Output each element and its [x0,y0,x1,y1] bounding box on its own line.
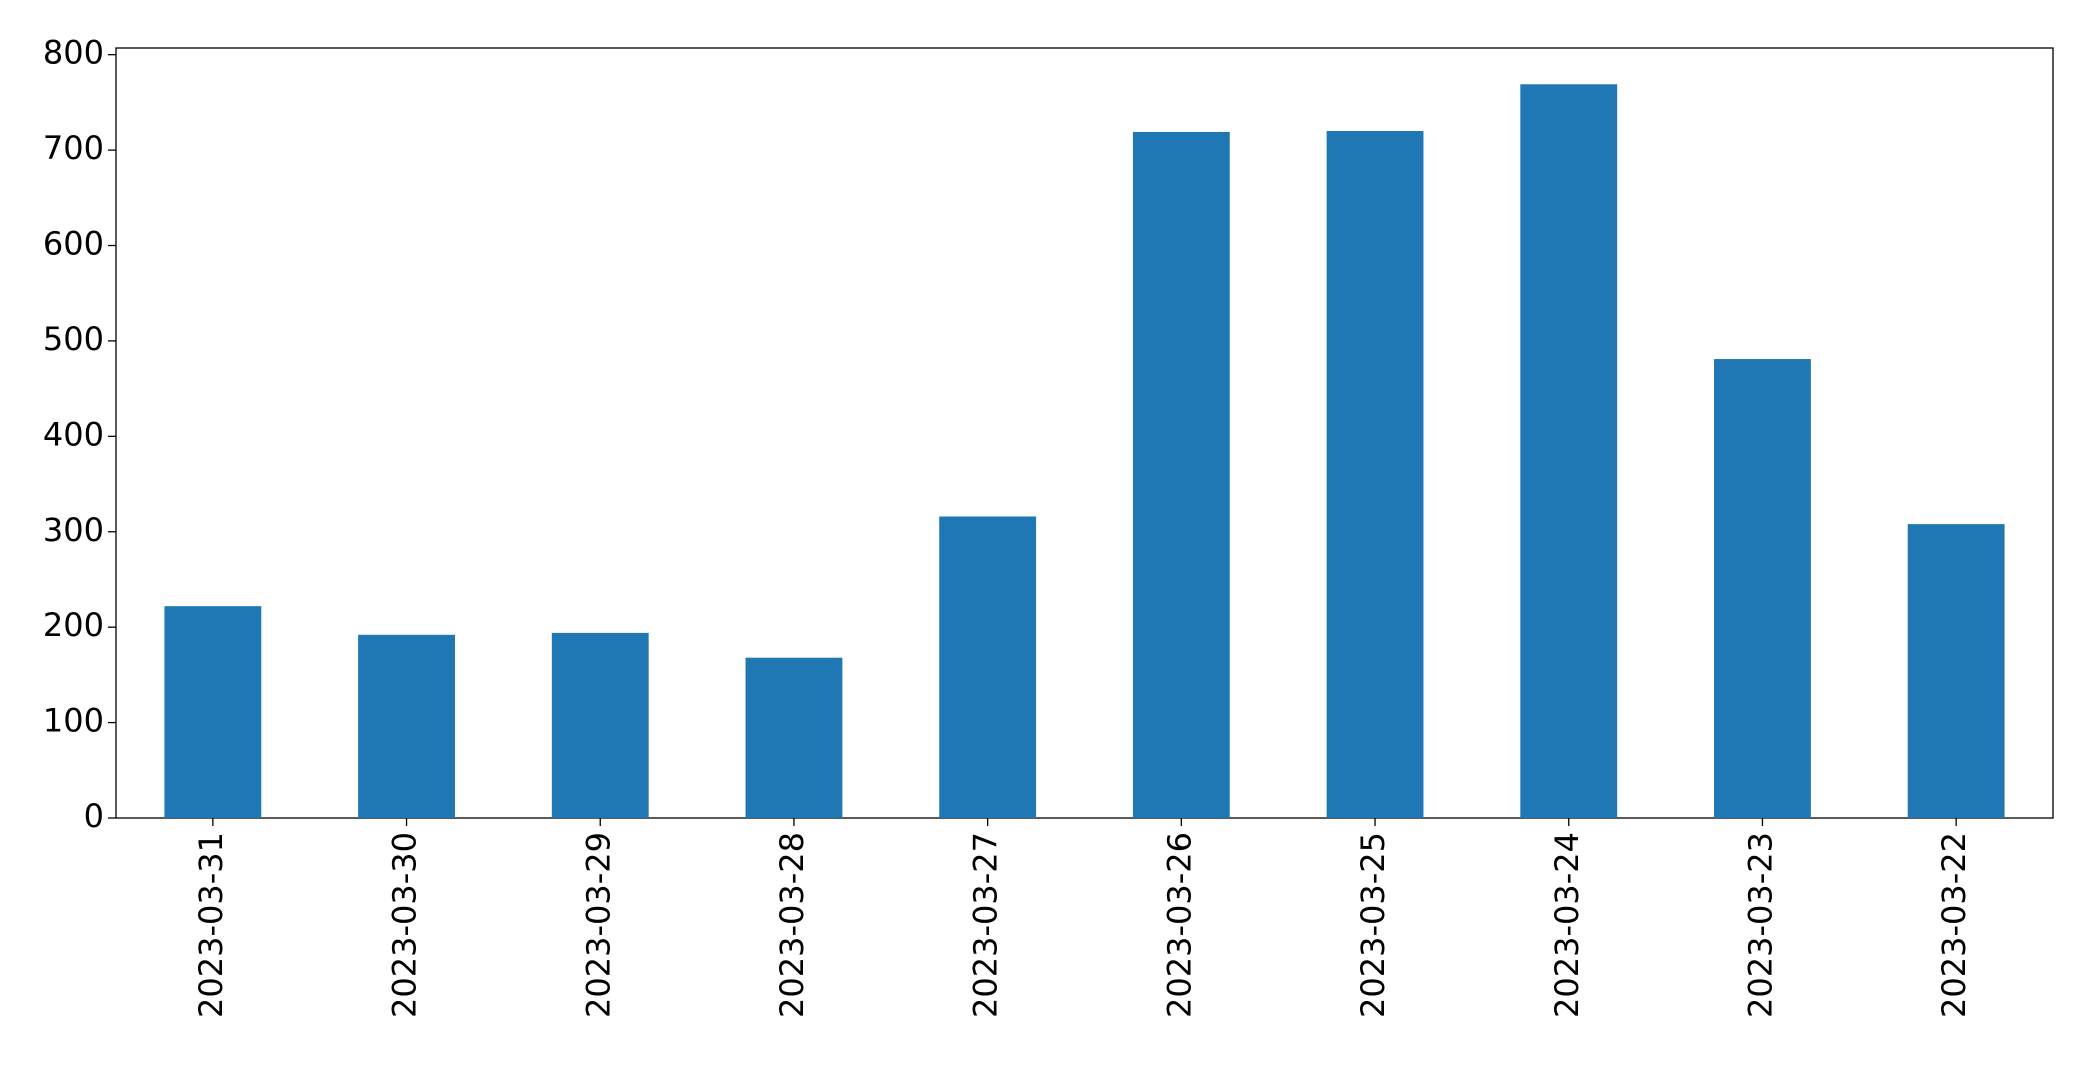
bar [745,657,843,818]
bar [551,632,649,818]
bar [1520,84,1618,818]
y-tick-label: 0 [84,797,104,835]
plot-frame [115,47,2054,819]
bar [1132,131,1230,818]
x-tick-label: 2023-03-25 [1354,832,1392,1018]
x-tick-label: 2023-03-27 [967,832,1005,1018]
y-tick-label: 700 [43,129,104,167]
bar [358,634,455,818]
x-tick-label: 2023-03-26 [1160,832,1198,1018]
y-tick-label: 400 [43,415,104,453]
x-tick-label: 2023-03-28 [773,832,811,1018]
y-tick-label: 200 [43,606,104,644]
x-tick-label: 2023-03-30 [386,832,424,1018]
x-tick-label: 2023-03-23 [1741,832,1779,1018]
bar [164,606,262,818]
x-tick-label: 2023-03-31 [192,832,230,1018]
y-tick-label: 300 [43,511,104,549]
bar [1714,359,1811,818]
x-tick-label: 2023-03-24 [1548,832,1586,1018]
bar [939,516,1037,818]
y-tick-label: 600 [43,225,104,263]
y-tick-label: 500 [43,320,104,358]
y-tick-label: 800 [43,34,104,72]
bar [1907,524,2005,818]
bar [1326,131,1424,818]
x-tick-label: 2023-03-29 [579,832,617,1018]
x-tick-label: 2023-03-22 [1935,832,1973,1018]
y-tick-label: 100 [43,702,104,740]
